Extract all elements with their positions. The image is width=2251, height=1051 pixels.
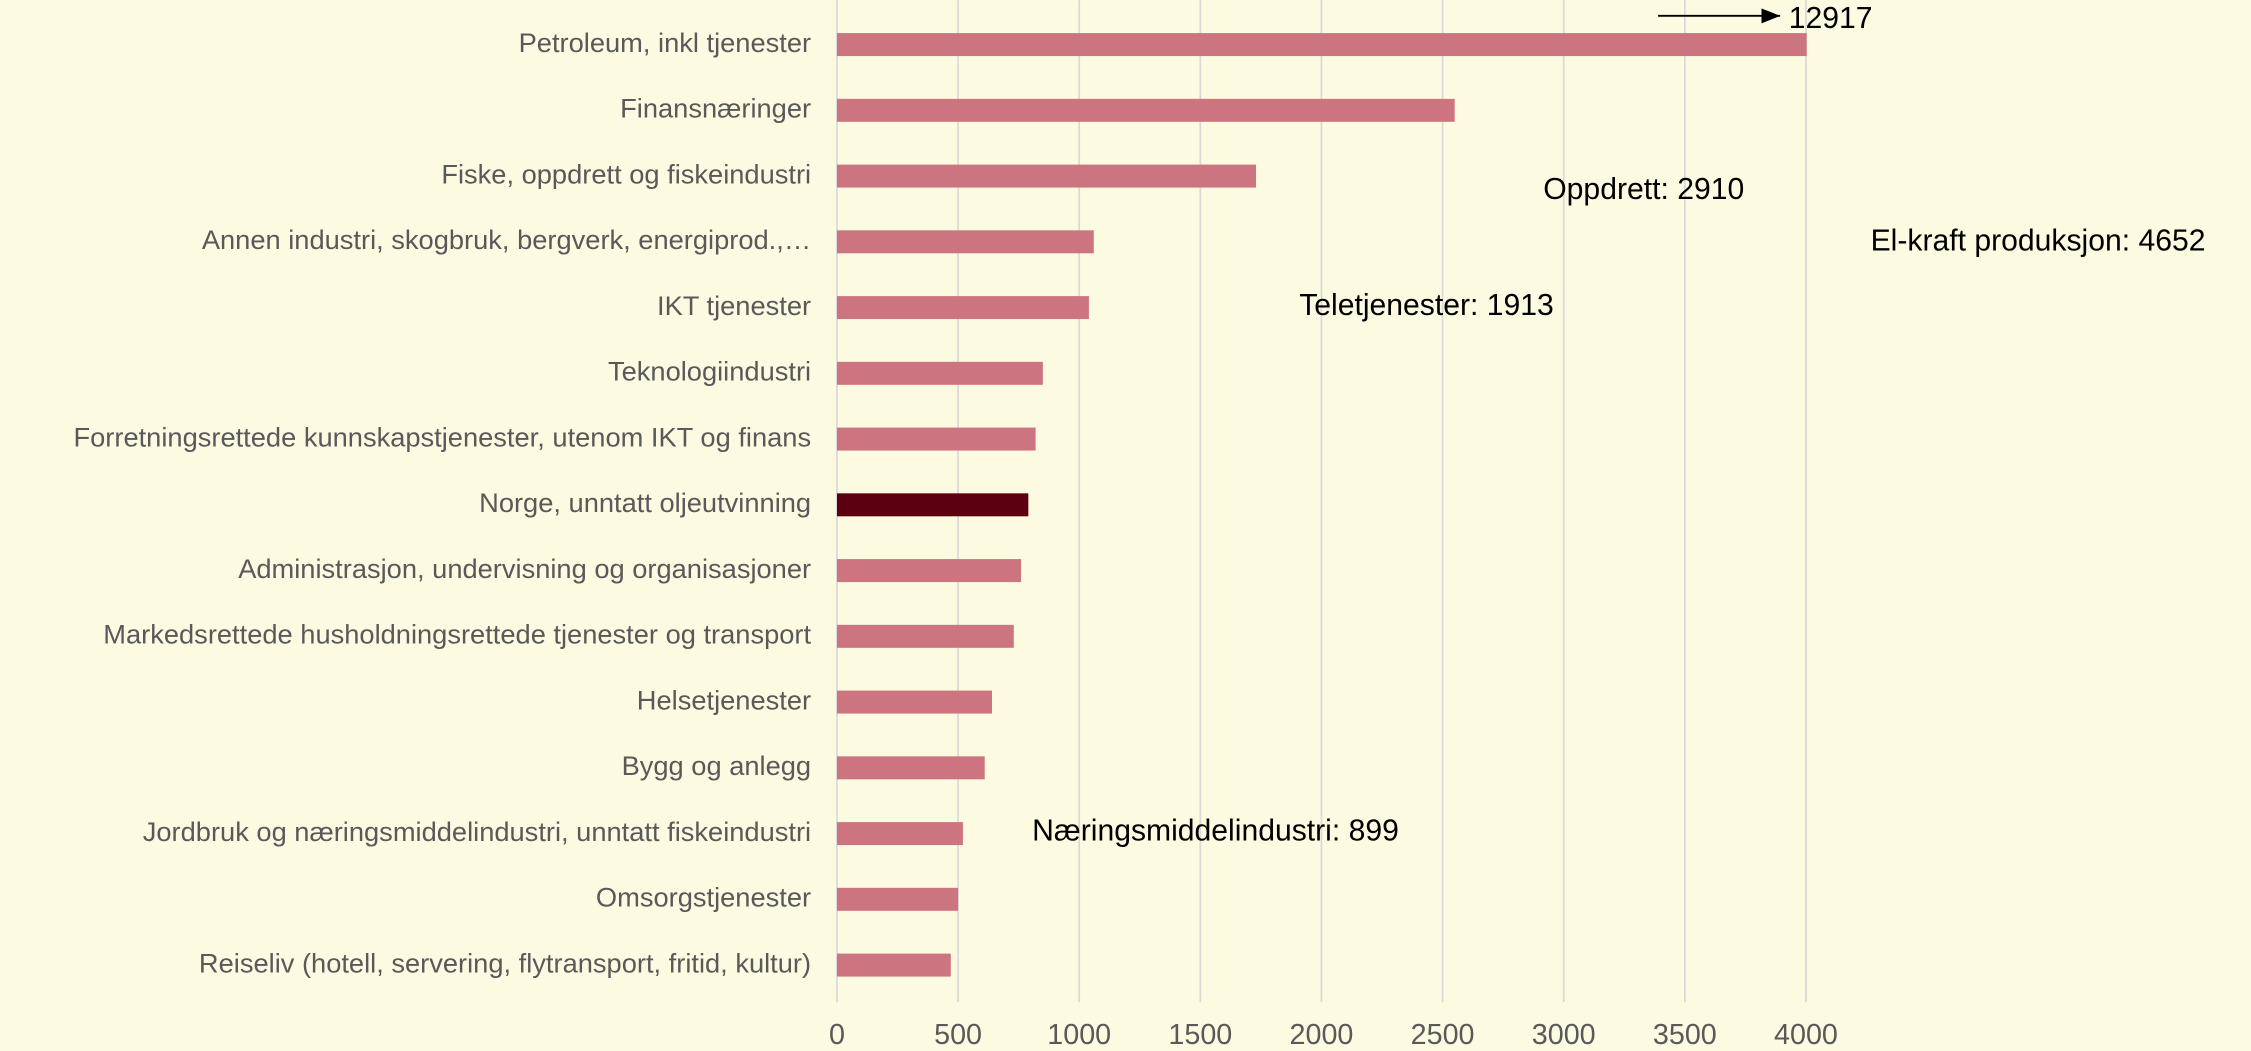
y-tick-label: Jordbruk og næringsmiddelindustri, unnta…: [143, 816, 811, 847]
y-tick-label: Petroleum, inkl tjenester: [519, 27, 811, 58]
y-tick-label: Bygg og anlegg: [622, 750, 812, 781]
annotation: Teletjenester: 1913: [1299, 289, 1554, 322]
x-tick-label: 2500: [1411, 1019, 1475, 1051]
bar: [836, 427, 1036, 451]
y-tick-label: Helsetjenester: [637, 684, 811, 715]
bar: [836, 559, 1022, 583]
bar: [836, 361, 1043, 385]
y-tick-label: Finansnæringer: [620, 93, 811, 124]
x-tick-label: 3000: [1532, 1019, 1596, 1051]
y-tick-label: Forretningsrettede kunnskapstjenester, u…: [73, 421, 811, 452]
bar: [836, 164, 1257, 188]
x-tick-label: 500: [934, 1019, 982, 1051]
x-tick-label: 4000: [1774, 1019, 1838, 1051]
bar: [836, 98, 1455, 122]
y-tick-label: Administrasjon, undervisning og organisa…: [238, 553, 811, 584]
annotation: El-kraft produksjon: 4652: [1871, 225, 2206, 258]
bar: [836, 493, 1029, 517]
y-tick-label: Markedsrettede husholdningsrettede tjene…: [103, 619, 811, 650]
bar: [836, 230, 1094, 254]
bar: [836, 690, 992, 714]
x-tick-label: 1500: [1168, 1019, 1232, 1051]
annotation: Oppdrett: 2910: [1543, 173, 1744, 206]
x-tick-label: 0: [829, 1019, 845, 1051]
y-tick-label: Omsorgstjenester: [596, 882, 811, 913]
bar: [836, 33, 1807, 57]
y-tick-label: IKT tjenester: [657, 290, 811, 321]
overflow-label: 12917: [1789, 2, 1873, 35]
y-tick-label: Norge, unntatt oljeutvinning: [479, 487, 811, 518]
x-tick-label: 2000: [1290, 1019, 1354, 1051]
y-tick-label: Annen industri, skogbruk, bergverk, ener…: [202, 224, 811, 255]
bar: [836, 296, 1089, 320]
y-tick-label: Reiseliv (hotell, servering, flytranspor…: [199, 947, 811, 978]
bar: [836, 887, 959, 911]
bar: [836, 756, 985, 780]
x-tick-label: 3500: [1653, 1019, 1717, 1051]
x-tick-label: 1000: [1047, 1019, 1111, 1051]
bar: [836, 953, 951, 977]
y-tick-label: Fiske, oppdrett og fiskeindustri: [441, 158, 811, 189]
annotation: Næringsmiddelindustri: 899: [1032, 815, 1399, 848]
y-tick-label: Teknologiindustri: [608, 356, 811, 387]
bar: [836, 624, 1014, 648]
bar: [836, 822, 963, 846]
